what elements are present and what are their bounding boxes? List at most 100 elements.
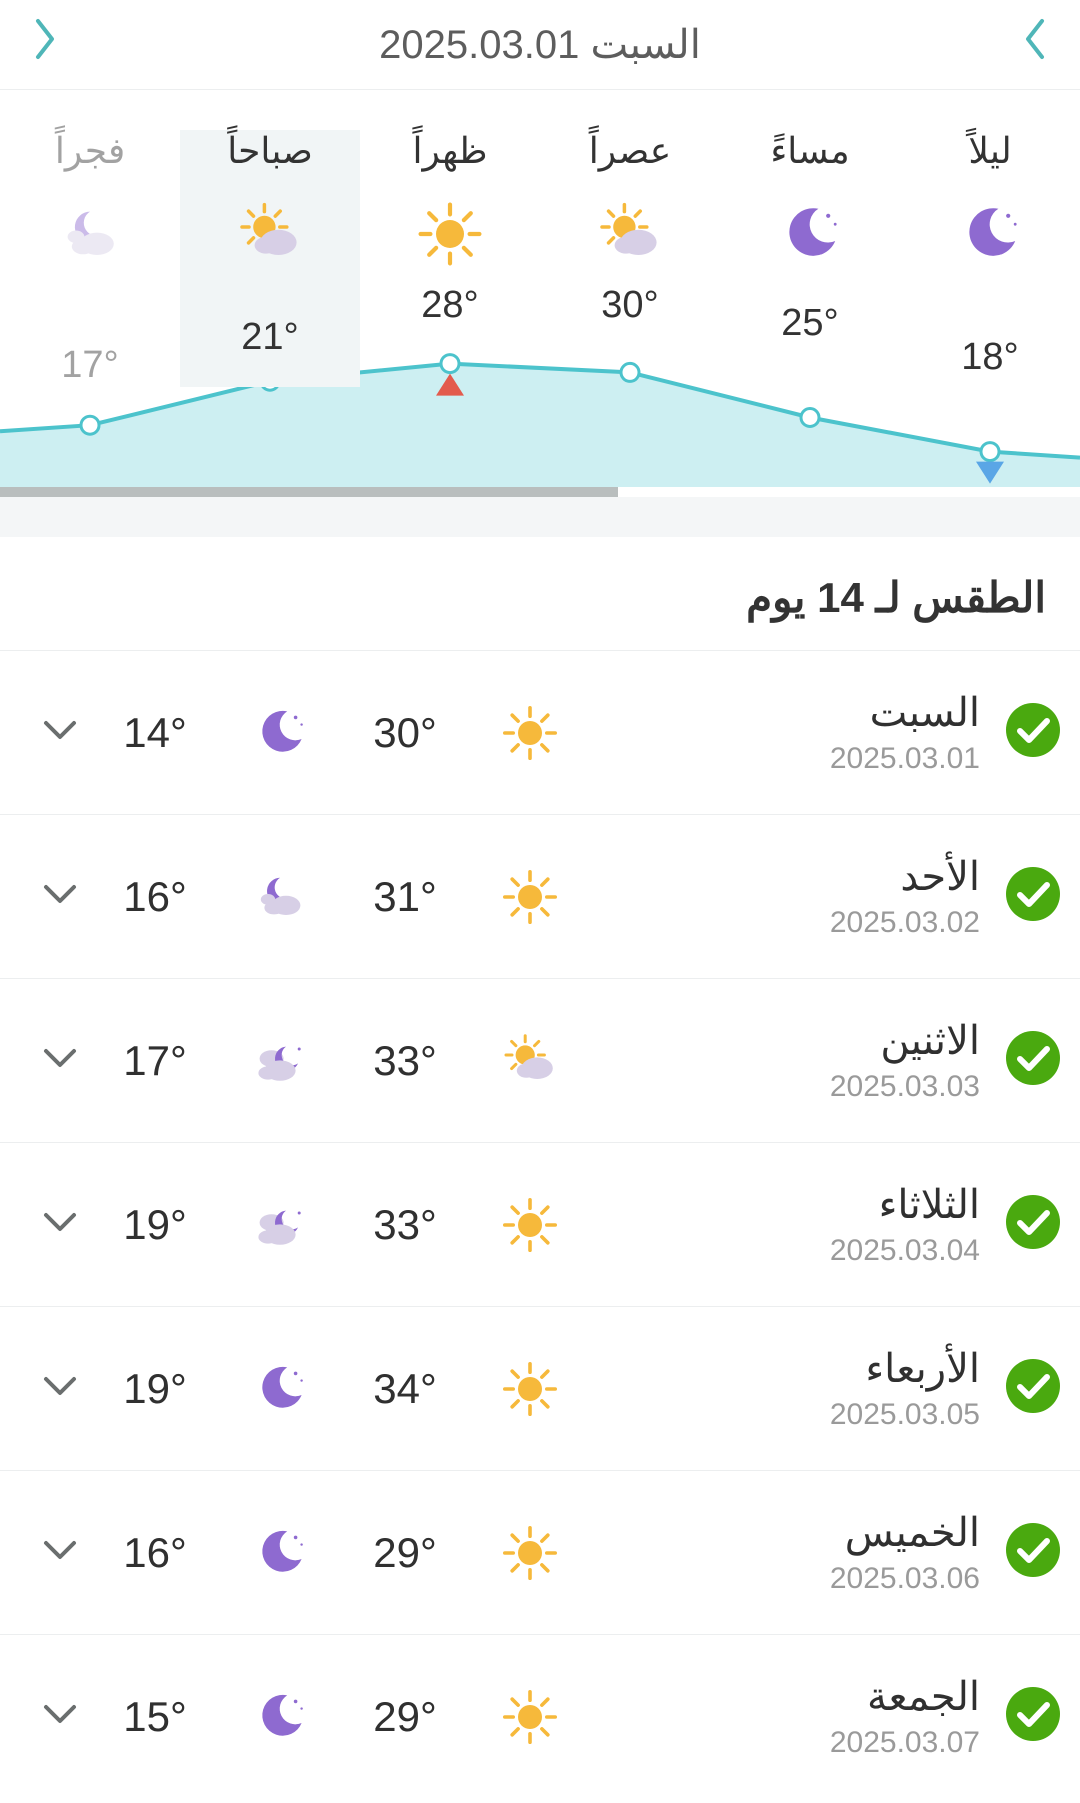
forecast-high: 29° bbox=[350, 1529, 460, 1577]
forecast-row[interactable]: الأربعاء 2025.03.05 34° 19° bbox=[0, 1306, 1080, 1470]
forecast-low: 17° bbox=[100, 1037, 210, 1085]
expand-button[interactable] bbox=[20, 1539, 100, 1566]
forecast-day: الأحد 2025.03.02 bbox=[600, 854, 990, 940]
forecast-day-name: الأحد bbox=[600, 854, 980, 900]
forecast-high: 33° bbox=[350, 1201, 460, 1249]
check-icon bbox=[990, 1359, 1060, 1418]
forecast-row[interactable]: الثلاثاء 2025.03.04 33° 19° bbox=[0, 1142, 1080, 1306]
prev-day-button[interactable] bbox=[30, 17, 58, 72]
forecast-day-date: 2025.03.06 bbox=[600, 1562, 980, 1596]
sun-icon bbox=[460, 1523, 600, 1583]
moon-icon bbox=[210, 703, 350, 763]
check-icon bbox=[990, 1687, 1060, 1746]
moon-icon bbox=[210, 1523, 350, 1583]
moon-icon bbox=[210, 1687, 350, 1747]
forecast-day-date: 2025.03.02 bbox=[600, 906, 980, 940]
expand-button[interactable] bbox=[20, 883, 100, 910]
hourly-temp: 21° bbox=[188, 284, 352, 359]
sun-icon bbox=[460, 1195, 600, 1255]
forecast-day: السبت 2025.03.01 bbox=[600, 690, 990, 776]
hourly-temp: 28° bbox=[368, 284, 532, 327]
next-day-button[interactable] bbox=[1022, 17, 1050, 72]
moon-cloud2-icon bbox=[210, 1031, 350, 1091]
forecast-day-name: الثلاثاء bbox=[600, 1182, 980, 1228]
hourly-period-label: ظهراً bbox=[368, 130, 532, 172]
forecast-low: 16° bbox=[100, 1529, 210, 1577]
forecast-row[interactable]: الأحد 2025.03.02 31° 16° bbox=[0, 814, 1080, 978]
hourly-period-label: صباحاً bbox=[188, 130, 352, 172]
forecast-low: 14° bbox=[100, 709, 210, 757]
forecast-day-date: 2025.03.01 bbox=[600, 742, 980, 776]
hourly-period-label: عصراً bbox=[548, 130, 712, 172]
sun-icon bbox=[368, 194, 532, 274]
forecast-low: 19° bbox=[100, 1201, 210, 1249]
forecast-row[interactable]: الجمعة 2025.03.07 29° 15° bbox=[0, 1634, 1080, 1798]
forecast-day-date: 2025.03.05 bbox=[600, 1398, 980, 1432]
forecast-row[interactable]: الاثنين 2025.03.03 33° 17° bbox=[0, 978, 1080, 1142]
forecast-row[interactable]: السبت 2025.03.01 30° 14° bbox=[0, 650, 1080, 814]
expand-button[interactable] bbox=[20, 719, 100, 746]
expand-button[interactable] bbox=[20, 1047, 100, 1074]
hourly-period-label: ليلاً bbox=[908, 130, 1072, 172]
expand-button[interactable] bbox=[20, 1375, 100, 1402]
forecast-low: 16° bbox=[100, 873, 210, 921]
forecast-day-date: 2025.03.04 bbox=[600, 1234, 980, 1268]
sun-icon bbox=[460, 867, 600, 927]
forecast-day: الاثنين 2025.03.03 bbox=[600, 1018, 990, 1104]
forecast-high: 31° bbox=[350, 873, 460, 921]
check-icon bbox=[990, 1195, 1060, 1254]
forecast-day-name: الاثنين bbox=[600, 1018, 980, 1064]
forecast-low: 19° bbox=[100, 1365, 210, 1413]
hourly-temp: 17° bbox=[8, 284, 172, 387]
scroll-indicator bbox=[0, 487, 618, 497]
forecast-day: الثلاثاء 2025.03.04 bbox=[600, 1182, 990, 1268]
forecast-panel: الطقس لـ 14 يوم السبت 2025.03.01 30° 14°… bbox=[0, 537, 1080, 1798]
section-gap bbox=[0, 497, 1080, 537]
check-icon bbox=[990, 1031, 1060, 1090]
hourly-column[interactable]: مساءً 25° bbox=[720, 130, 900, 387]
forecast-high: 29° bbox=[350, 1693, 460, 1741]
moon-clouds-icon bbox=[210, 867, 350, 927]
moon-cloud-icon bbox=[8, 194, 172, 274]
moon-icon bbox=[728, 194, 892, 274]
forecast-day-date: 2025.03.03 bbox=[600, 1070, 980, 1104]
header-date: السبت 2025.03.01 bbox=[379, 22, 701, 68]
check-icon bbox=[990, 703, 1060, 762]
hourly-column[interactable]: صباحاً 21° bbox=[180, 130, 360, 387]
forecast-day: الأربعاء 2025.03.05 bbox=[600, 1346, 990, 1432]
sun-icon bbox=[460, 703, 600, 763]
forecast-high: 30° bbox=[350, 709, 460, 757]
forecast-day: الخميس 2025.03.06 bbox=[600, 1510, 990, 1596]
sun-cloud-icon bbox=[548, 194, 712, 274]
forecast-day-name: الخميس bbox=[600, 1510, 980, 1556]
forecast-day-name: الجمعة bbox=[600, 1674, 980, 1720]
forecast-title: الطقس لـ 14 يوم bbox=[0, 537, 1080, 650]
forecast-day-date: 2025.03.07 bbox=[600, 1726, 980, 1760]
hourly-period-label: فجراً bbox=[8, 130, 172, 172]
check-icon bbox=[990, 1523, 1060, 1582]
hourly-temp: 30° bbox=[548, 284, 712, 327]
moon-icon bbox=[210, 1359, 350, 1419]
hourly-column[interactable]: فجراً 17° bbox=[0, 130, 180, 387]
sun-cloud-icon bbox=[188, 194, 352, 274]
forecast-day: الجمعة 2025.03.07 bbox=[600, 1674, 990, 1760]
hourly-column[interactable]: ليلاً 18° bbox=[900, 130, 1080, 387]
forecast-high: 34° bbox=[350, 1365, 460, 1413]
sun-cloud-icon bbox=[460, 1031, 600, 1091]
hourly-period-label: مساءً bbox=[728, 130, 892, 172]
forecast-row[interactable]: الخميس 2025.03.06 29° 16° bbox=[0, 1470, 1080, 1634]
hourly-temp: 18° bbox=[908, 284, 1072, 379]
check-icon bbox=[990, 867, 1060, 926]
date-header: السبت 2025.03.01 bbox=[0, 0, 1080, 90]
expand-button[interactable] bbox=[20, 1703, 100, 1730]
sun-icon bbox=[460, 1359, 600, 1419]
forecast-day-name: الأربعاء bbox=[600, 1346, 980, 1392]
hourly-temp: 25° bbox=[728, 284, 892, 345]
hourly-column[interactable]: عصراً 30° bbox=[540, 130, 720, 387]
expand-button[interactable] bbox=[20, 1211, 100, 1238]
forecast-day-name: السبت bbox=[600, 690, 980, 736]
forecast-low: 15° bbox=[100, 1693, 210, 1741]
hourly-panel: فجراً 17° صباحاً 21° ظهراً 28° عصراً 30°… bbox=[0, 90, 1080, 497]
hourly-column[interactable]: ظهراً 28° bbox=[360, 130, 540, 387]
sun-icon bbox=[460, 1687, 600, 1747]
